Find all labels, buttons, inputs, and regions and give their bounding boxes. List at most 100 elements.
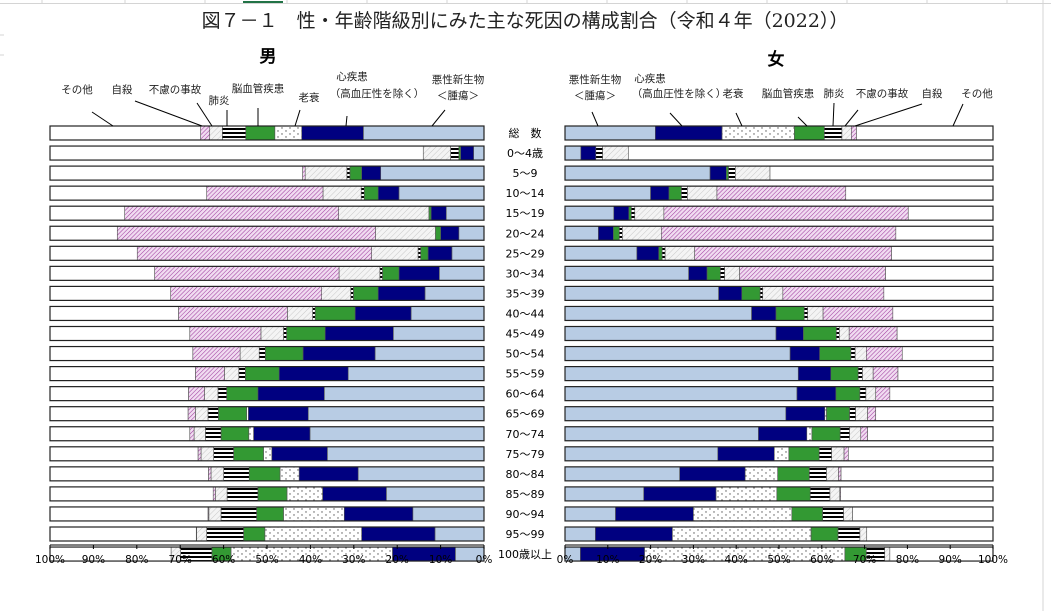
male-bar-row	[49, 325, 485, 342]
male-segment-accident	[322, 185, 362, 201]
male-segment-suicide	[192, 346, 241, 361]
female-segment-cancer	[564, 165, 711, 181]
female-segment-suicide	[860, 426, 868, 442]
male-segment-heart-disease	[361, 526, 436, 542]
female-segment-cerebrovascular	[776, 486, 811, 502]
male-bar-outline	[49, 406, 485, 422]
male-segment-suicide	[170, 286, 322, 301]
male-segment-heart-disease	[257, 386, 325, 401]
male-segment-suicide	[197, 446, 202, 462]
male-segment-other	[49, 406, 189, 422]
legend-leader-line	[854, 103, 923, 127]
female-bar-outline	[564, 466, 994, 482]
male-segment-accident	[338, 266, 381, 281]
female-segment-other	[840, 486, 994, 502]
female-segment-accident	[664, 246, 695, 261]
female-bar-outline	[564, 366, 994, 382]
male-segment-cancer	[412, 506, 485, 522]
male-segment-heart-disease	[427, 246, 453, 261]
male-segment-accident	[209, 125, 223, 141]
female-bar-outline	[564, 245, 994, 261]
female-segment-cerebrovascular	[794, 125, 825, 141]
male-bar-outline	[49, 486, 485, 502]
female-segment-pneumonia	[595, 145, 603, 161]
female-bar-row	[564, 466, 994, 482]
male-segment-cancer	[374, 346, 485, 361]
female-bar-row	[564, 366, 994, 382]
age-group-label: 65～69	[506, 408, 545, 421]
female-segment-pneumonia	[857, 366, 863, 381]
age-group-label: 60～64	[506, 388, 545, 401]
male-segment-accident	[287, 306, 313, 321]
male-segment-heart-disease	[298, 466, 359, 482]
age-group-label: 15～19	[506, 207, 545, 220]
female-segment-suicide	[782, 286, 885, 301]
male-segment-accident	[195, 406, 209, 422]
male-segment-accident	[371, 246, 419, 261]
male-bar-row	[49, 285, 485, 301]
male-segment-pneumonia	[207, 406, 219, 422]
female-segment-cerebrovascular	[819, 346, 852, 361]
legend-label-line2: ＜腫瘍＞	[437, 89, 479, 102]
male-segment-suicide	[178, 306, 288, 321]
male-segment-accident	[215, 486, 228, 502]
female-segment-cerebrovascular	[668, 185, 682, 201]
female-segment-pneumonia	[631, 205, 636, 221]
female-segment-cancer	[564, 446, 719, 462]
female-segment-cerebrovascular	[826, 406, 850, 422]
female-segment-other	[907, 205, 994, 221]
female-segment-accident	[859, 526, 868, 542]
male-segment-accident	[338, 205, 430, 221]
female-segment-cancer	[564, 185, 651, 201]
female-bar-row	[564, 426, 994, 442]
female-bar-outline	[564, 305, 994, 322]
male-segment-other	[49, 446, 199, 462]
male-segment-cancer	[363, 125, 485, 141]
female-bar-row	[564, 446, 994, 462]
female-segment-other	[867, 426, 994, 442]
male-segment-suicide	[154, 266, 340, 281]
female-bar-outline	[564, 165, 994, 181]
age-group-label: 95～99	[506, 528, 545, 541]
male-segment-suicide	[206, 185, 324, 201]
male-segment-suicide	[212, 486, 216, 502]
female-bar-row	[564, 145, 994, 161]
male-segment-cerebrovascular	[264, 346, 304, 361]
male-segment-accident	[208, 506, 222, 522]
legend-label-line2: （高血圧性を除く）	[632, 87, 727, 100]
female-bar-outline	[564, 125, 994, 141]
x-tick-label: 80%	[896, 554, 919, 566]
male-segment-pneumonia	[221, 125, 247, 141]
female-segment-other	[885, 266, 994, 281]
male-segment-cancer	[347, 366, 485, 381]
male-bar-row	[49, 125, 485, 141]
male-segment-cerebrovascular	[245, 366, 280, 381]
female-bar-row	[564, 486, 994, 502]
female-segment-pneumonia	[661, 246, 666, 261]
female-segment-cancer	[564, 506, 616, 522]
x-tick-label: 30%	[342, 554, 365, 566]
female-segment-cancer	[564, 266, 689, 281]
female-legend: 悪性新生物 ＜腫瘍＞ 心疾患 （高血圧性を除く）老衰 脳血管疾患 肺炎 不慮の事故 自殺 その他	[569, 72, 993, 127]
legend-label: 心疾患	[634, 72, 666, 85]
female-segment-heart-disease	[595, 526, 673, 542]
female-segment-cancer	[564, 225, 599, 241]
age-group-label: 25～29	[506, 247, 545, 260]
legend-label: 脳血管疾患	[232, 82, 285, 95]
female-segment-heart-disease	[709, 165, 727, 181]
male-segment-heart-disease	[322, 486, 387, 502]
male-bar-row	[49, 426, 485, 442]
female-bar-row	[564, 506, 994, 522]
male-segment-pneumonia	[379, 266, 383, 281]
x-tick-label: 80%	[125, 554, 148, 566]
x-tick-label: 0%	[557, 554, 574, 566]
female-segment-pneumonia	[803, 306, 808, 321]
female-segment-senility	[773, 446, 790, 462]
female-bar-row	[564, 285, 994, 301]
female-segment-pneumonia	[836, 326, 840, 341]
female-segment-pneumonia	[681, 185, 688, 201]
male-segment-heart-disease	[361, 165, 382, 181]
male-segment-cerebrovascular	[233, 446, 264, 462]
female-segment-senility	[693, 506, 793, 522]
female-segment-heart-disease	[598, 225, 614, 241]
